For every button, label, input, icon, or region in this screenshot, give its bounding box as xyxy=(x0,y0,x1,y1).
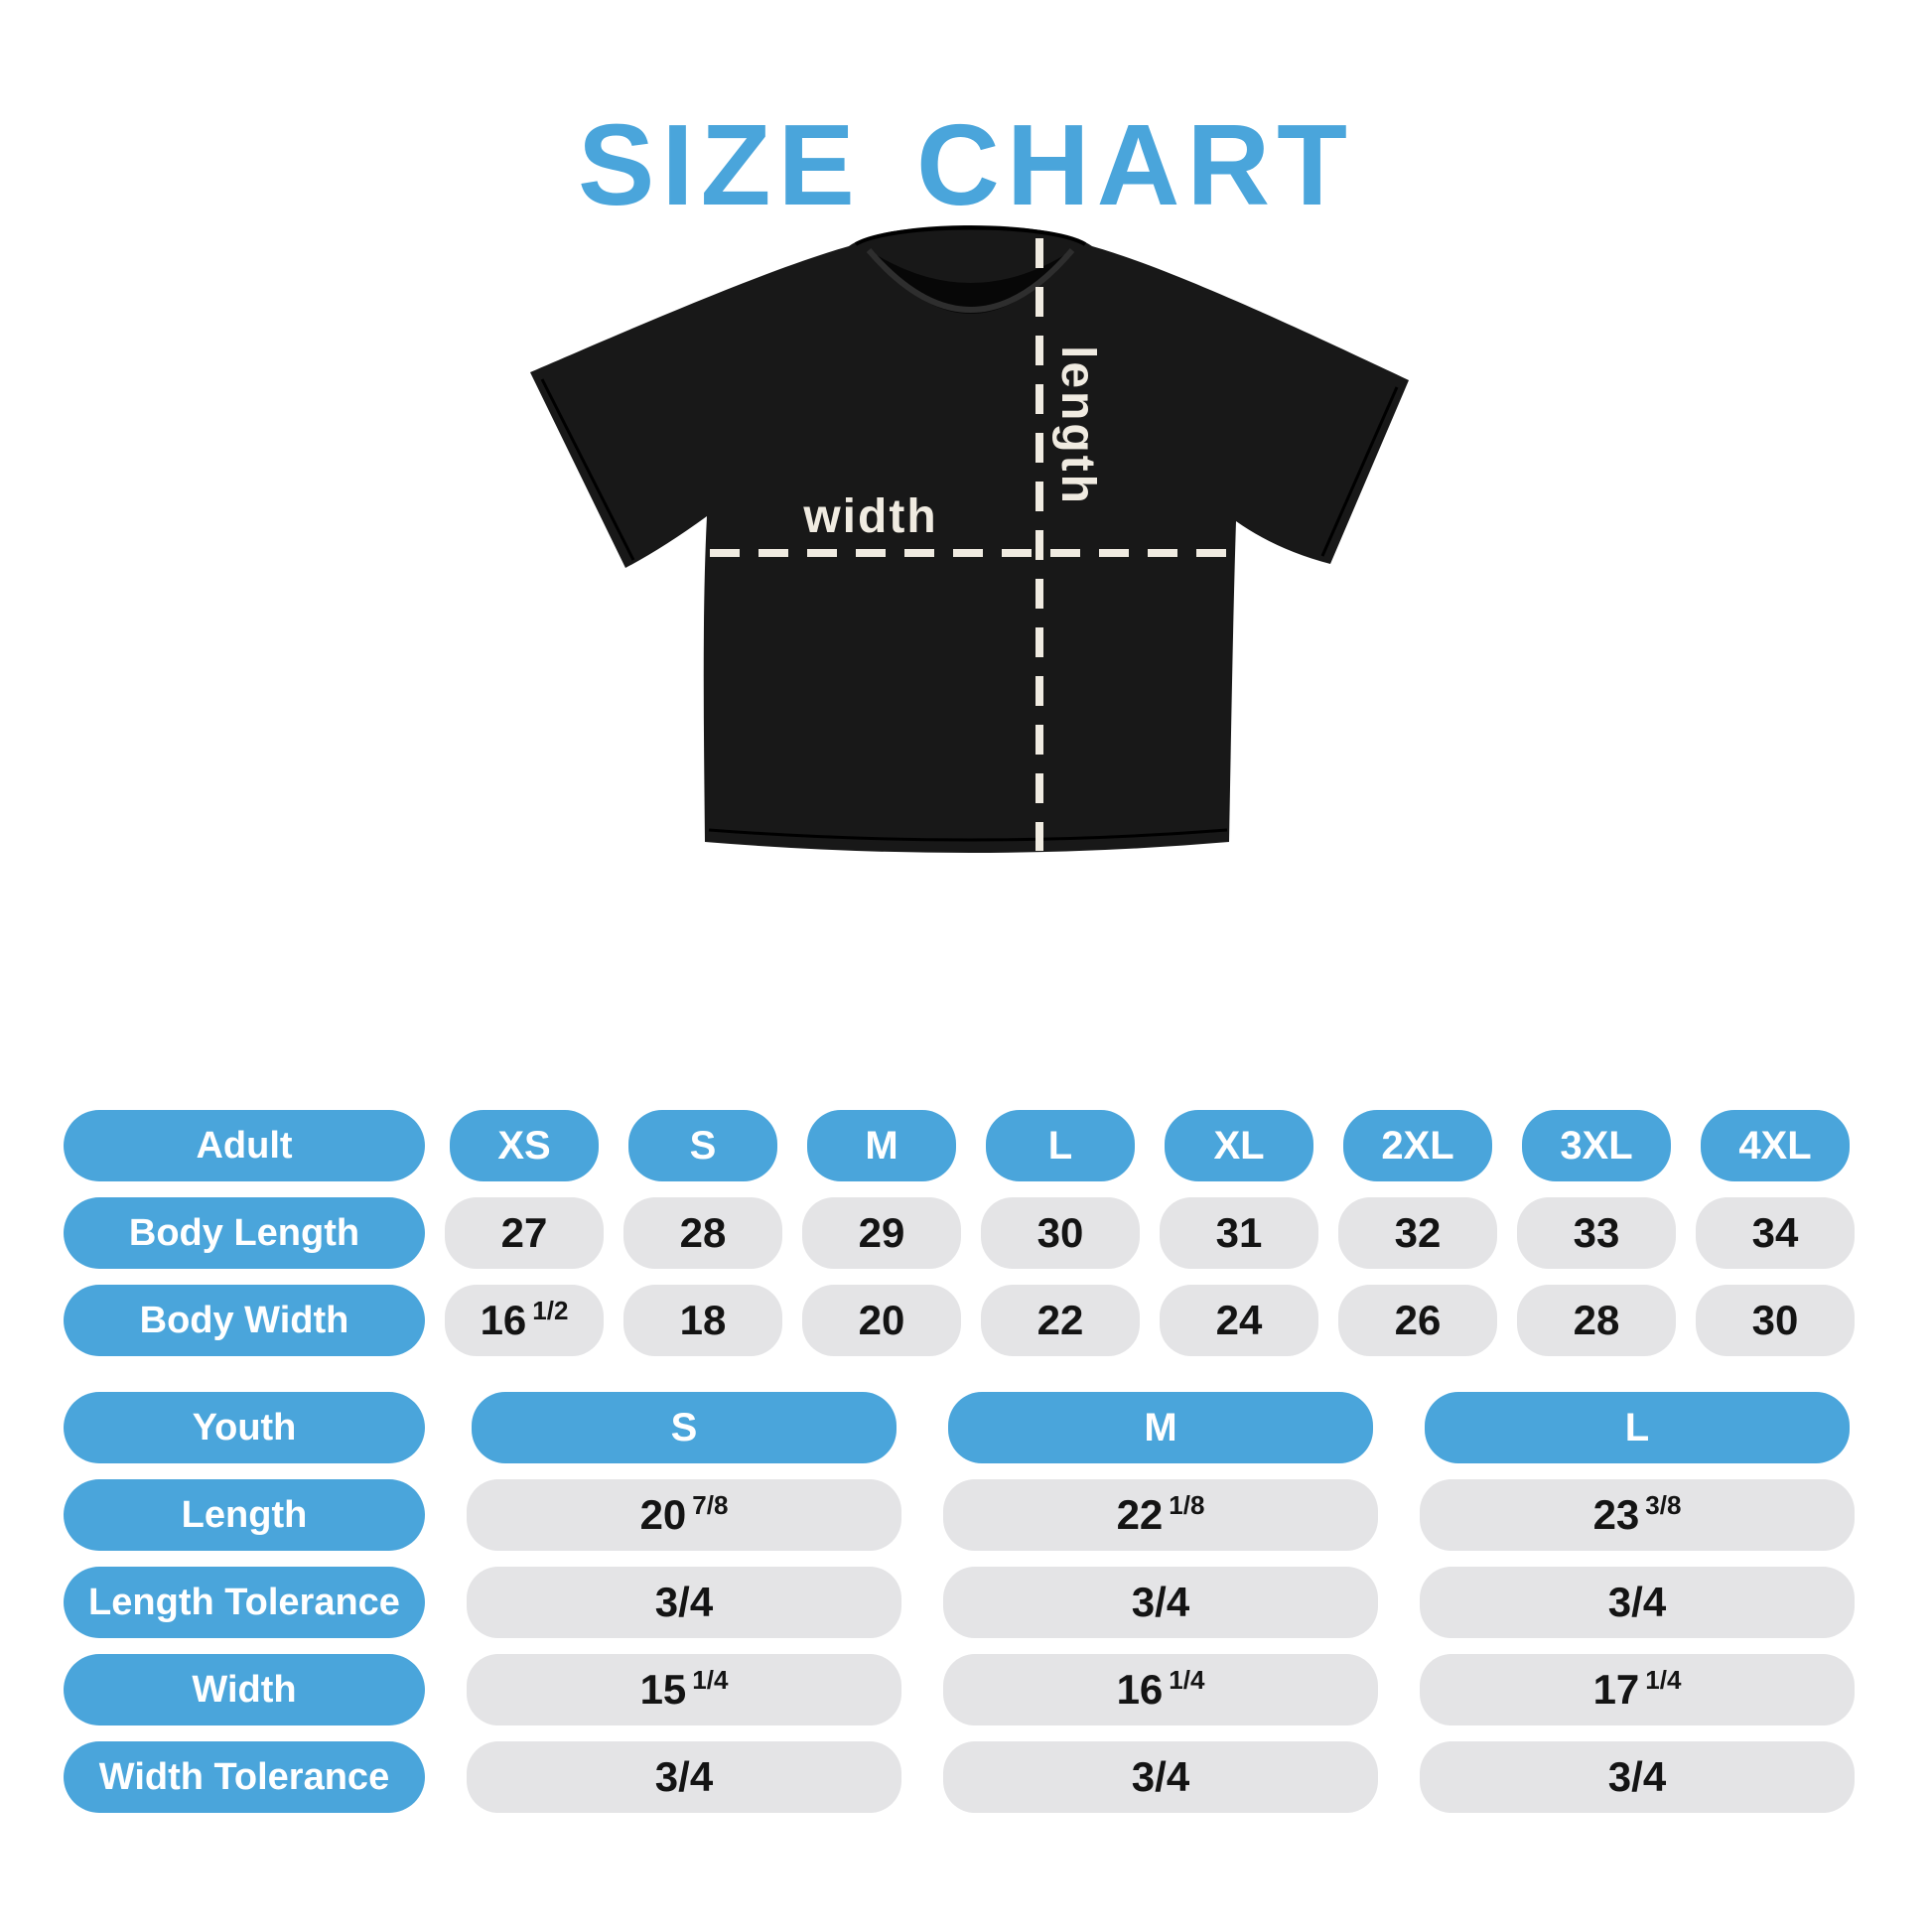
body-width-value-cell: 22 xyxy=(981,1285,1140,1356)
body-length-value-cell: 29 xyxy=(802,1197,961,1269)
youth-length-value-cell: 20 7/8 xyxy=(467,1479,901,1551)
youth-length-value-cell: 23 3/8 xyxy=(1420,1479,1855,1551)
tshirt-measurement-diagram: width length xyxy=(467,199,1469,894)
body-width-value-cell: 18 xyxy=(623,1285,782,1356)
tshirt-collar-seam xyxy=(866,248,1075,313)
adult-size-header-s: S xyxy=(628,1110,777,1181)
tshirt-right-cuff-seam xyxy=(1320,386,1399,557)
youth-length-value-cell: 22 1/8 xyxy=(943,1479,1378,1551)
adult-size-table: Adult XS S M L XL 2XL 3XL 4XL Body Lengt… xyxy=(64,1110,1855,1356)
adult-size-header-l: L xyxy=(986,1110,1135,1181)
youth-width-value-cell: 17 1/4 xyxy=(1420,1654,1855,1725)
youth-header-label: Youth xyxy=(64,1392,425,1463)
youth-length-tolerance-cell: 3/4 xyxy=(467,1567,901,1638)
youth-size-header-m: M xyxy=(948,1392,1373,1463)
body-length-value-cell: 30 xyxy=(981,1197,1140,1269)
body-length-value-cell: 27 xyxy=(445,1197,604,1269)
adult-row-label-body-width: Body Width xyxy=(64,1285,425,1356)
youth-width-value-cell: 16 1/4 xyxy=(943,1654,1378,1725)
adult-size-header-3xl: 3XL xyxy=(1522,1110,1671,1181)
youth-row-label-length: Length xyxy=(64,1479,425,1551)
adult-size-header-m: M xyxy=(807,1110,956,1181)
youth-row-label-length-tolerance: Length Tolerance xyxy=(64,1567,425,1638)
width-label: width xyxy=(802,490,937,543)
adult-row-label-body-length: Body Length xyxy=(64,1197,425,1269)
youth-width-tolerance-cell: 3/4 xyxy=(467,1741,901,1813)
adult-size-header-xs: XS xyxy=(450,1110,599,1181)
youth-row-label-width-tolerance: Width Tolerance xyxy=(64,1741,425,1813)
body-width-value-cell: 26 xyxy=(1338,1285,1497,1356)
body-length-value-cell: 28 xyxy=(623,1197,782,1269)
youth-width-value-cell: 15 1/4 xyxy=(467,1654,901,1725)
tshirt-collar-top-seam xyxy=(855,225,1087,246)
youth-size-table: Youth S M L Length 20 7/8 22 1/8 23 3/8 Len… xyxy=(64,1392,1855,1813)
youth-row-label-width: Width xyxy=(64,1654,425,1725)
tshirt-body xyxy=(530,225,1409,853)
adult-header-label: Adult xyxy=(64,1110,425,1181)
youth-width-tolerance-cell: 3/4 xyxy=(1420,1741,1855,1813)
youth-size-header-l: L xyxy=(1425,1392,1850,1463)
length-label: length xyxy=(1051,345,1104,506)
body-length-value-cell: 32 xyxy=(1338,1197,1497,1269)
adult-size-header-4xl: 4XL xyxy=(1701,1110,1850,1181)
body-width-value-cell: 30 xyxy=(1696,1285,1855,1356)
body-length-value-cell: 34 xyxy=(1696,1197,1855,1269)
youth-size-header-s: S xyxy=(472,1392,897,1463)
tshirt-graphic: width length xyxy=(530,225,1409,853)
body-length-value-cell: 33 xyxy=(1517,1197,1676,1269)
body-width-value-cell: 24 xyxy=(1160,1285,1318,1356)
tshirt-hem-seam xyxy=(708,828,1228,842)
adult-size-header-2xl: 2XL xyxy=(1343,1110,1492,1181)
page-title: SIZE CHART xyxy=(578,99,1354,229)
tshirt-left-cuff-seam xyxy=(540,378,635,561)
adult-size-header-xl: XL xyxy=(1165,1110,1313,1181)
youth-length-tolerance-cell: 3/4 xyxy=(943,1567,1378,1638)
youth-length-tolerance-cell: 3/4 xyxy=(1420,1567,1855,1638)
body-width-value-cell: 28 xyxy=(1517,1285,1676,1356)
body-length-value-cell: 31 xyxy=(1160,1197,1318,1269)
body-width-value-cell: 16 1/2 xyxy=(445,1285,604,1356)
body-width-value-cell: 20 xyxy=(802,1285,961,1356)
youth-width-tolerance-cell: 3/4 xyxy=(943,1741,1378,1813)
